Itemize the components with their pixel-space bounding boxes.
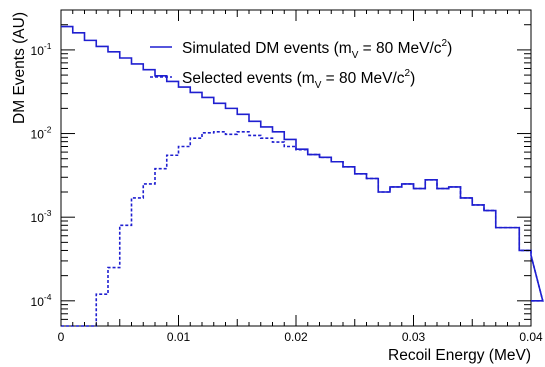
y-tick-label: 10-4 (31, 292, 52, 309)
x-axis-label: Recoil Energy (MeV) (388, 347, 531, 364)
legend: Simulated DM events (mV = 80 MeV/c2) Sel… (150, 38, 452, 91)
y-tick-label: 10-1 (31, 41, 52, 58)
ticks-layer: 0 0.01 0.02 0.03 0.04 10-4 10-3 10-2 10-1 (31, 10, 543, 344)
x-tick-label: 0.03 (402, 330, 426, 344)
y-tick-label: 10-2 (31, 125, 52, 142)
series-line-simulated (61, 25, 544, 302)
series-layer (61, 25, 544, 327)
y-axis-label: DM Events (AU) (11, 12, 28, 124)
x-tick-label: 0.04 (519, 330, 543, 344)
legend-label-simulated: Simulated DM events (mV = 80 MeV/c2) (182, 38, 452, 61)
series-line-selected (61, 130, 544, 327)
x-tick-label: 0 (58, 330, 65, 344)
x-tick-label: 0.02 (284, 330, 308, 344)
x-tick-label: 0.01 (167, 330, 191, 344)
legend-label-selected: Selected events (mV = 80 MeV/c2) (182, 68, 415, 91)
y-tick-label: 10-3 (31, 208, 52, 225)
